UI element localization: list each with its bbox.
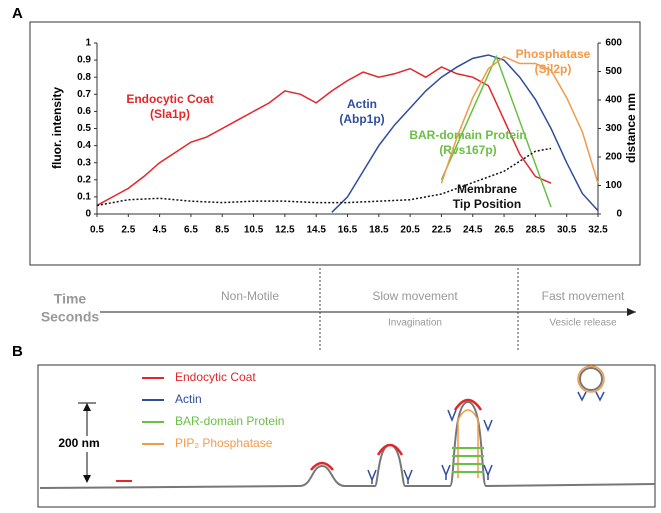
x-tick-label: 0.5	[90, 225, 104, 236]
y-tick-label: 0.7	[77, 89, 91, 100]
y2-tick-label: 100	[605, 180, 622, 191]
x-tick-label: 8.5	[215, 225, 229, 236]
bar-rings	[452, 447, 484, 473]
y2-tick-label: 600	[605, 38, 622, 49]
vesicle	[579, 367, 603, 391]
x-tick-label: 20.5	[400, 225, 420, 236]
legend-label: Actin	[175, 392, 202, 406]
y-tick-label: 0.9	[77, 55, 91, 66]
x-tick-label: 22.5	[432, 225, 452, 236]
x-tick-label: 4.5	[153, 225, 167, 236]
x-tick-label: 10.5	[244, 225, 264, 236]
coat	[310, 461, 334, 471]
arrow-head	[627, 308, 636, 316]
y-tick-label: 0.1	[77, 192, 91, 203]
series-label: (Sla1p)	[150, 107, 190, 121]
x-tick-label: 12.5	[275, 225, 295, 236]
time-title: Time	[54, 291, 87, 307]
legend-label: Endocytic Coat	[175, 370, 256, 384]
vesicle-coat	[577, 365, 605, 393]
series-line	[440, 55, 599, 184]
y2-axis-title: distance nm	[624, 93, 638, 163]
phase: Fast movement	[542, 289, 625, 303]
series-label: Membrane	[457, 182, 517, 196]
y2-tick-label: 400	[605, 95, 622, 106]
y2-tick-label: 0	[616, 209, 622, 220]
coat	[376, 443, 404, 456]
y-tick-label: 0.3	[77, 157, 91, 168]
x-tick-label: 30.5	[557, 225, 577, 236]
panel-label: B	[12, 343, 23, 360]
series-label: BAR-domain Protein	[409, 128, 526, 142]
y-tick-label: 0.5	[77, 123, 91, 134]
series-line	[440, 54, 552, 208]
series-line	[331, 54, 599, 213]
x-tick-label: 18.5	[369, 225, 389, 236]
y2-tick-label: 300	[605, 123, 622, 134]
series-label: (Abp1p)	[339, 112, 384, 126]
series-label: Actin	[347, 97, 377, 111]
y-tick-label: 0	[85, 209, 91, 220]
scale-bg	[56, 436, 102, 452]
y-tick-label: 0.2	[77, 174, 91, 185]
y-tick-label: 0.4	[77, 140, 91, 151]
series-label: (Rvs167p)	[439, 143, 496, 157]
x-tick-label: 24.5	[463, 225, 483, 236]
scale-arrows	[83, 403, 91, 483]
x-tick-label: 2.5	[121, 225, 135, 236]
series-label: Endocytic Coat	[126, 92, 213, 106]
y-tick-label: 1	[85, 38, 91, 49]
x-tick-label: 28.5	[526, 225, 546, 236]
actin	[367, 391, 605, 484]
scale-label: 200 nm	[58, 436, 99, 450]
membrane	[39, 400, 656, 489]
time-title: Seconds	[41, 309, 100, 325]
x-tick-label: 6.5	[184, 225, 198, 236]
y-axis-title: fluor. intensity	[50, 87, 64, 169]
x-tick-label: 26.5	[494, 225, 514, 236]
panel-a-frame	[29, 21, 641, 266]
panel-b-frame	[37, 364, 656, 508]
legend-label: PIP₂ Phosphatase	[175, 436, 273, 450]
series-line	[96, 66, 552, 207]
phosphatase	[457, 409, 479, 478]
phase-sub: Vesicle release	[549, 318, 617, 329]
coat	[453, 398, 483, 411]
x-tick-label: 14.5	[306, 225, 326, 236]
y2-tick-label: 200	[605, 152, 622, 163]
phase-sub: Invagination	[388, 318, 442, 329]
x-tick-label: 32.5	[588, 225, 608, 236]
x-tick-label: 16.5	[338, 225, 358, 236]
series-label: Phosphatase	[516, 47, 591, 61]
phase: Non-Motile	[221, 289, 279, 303]
y-tick-label: 0.8	[77, 72, 91, 83]
panel-label: A	[12, 5, 23, 22]
series-label: (Sjl2p)	[535, 62, 572, 76]
legend-label: BAR-domain Protein	[175, 414, 284, 428]
phase: Slow movement	[372, 289, 458, 303]
y2-tick-label: 500	[605, 66, 622, 77]
y-tick-label: 0.6	[77, 106, 91, 117]
series-label: Tip Position	[453, 197, 521, 211]
